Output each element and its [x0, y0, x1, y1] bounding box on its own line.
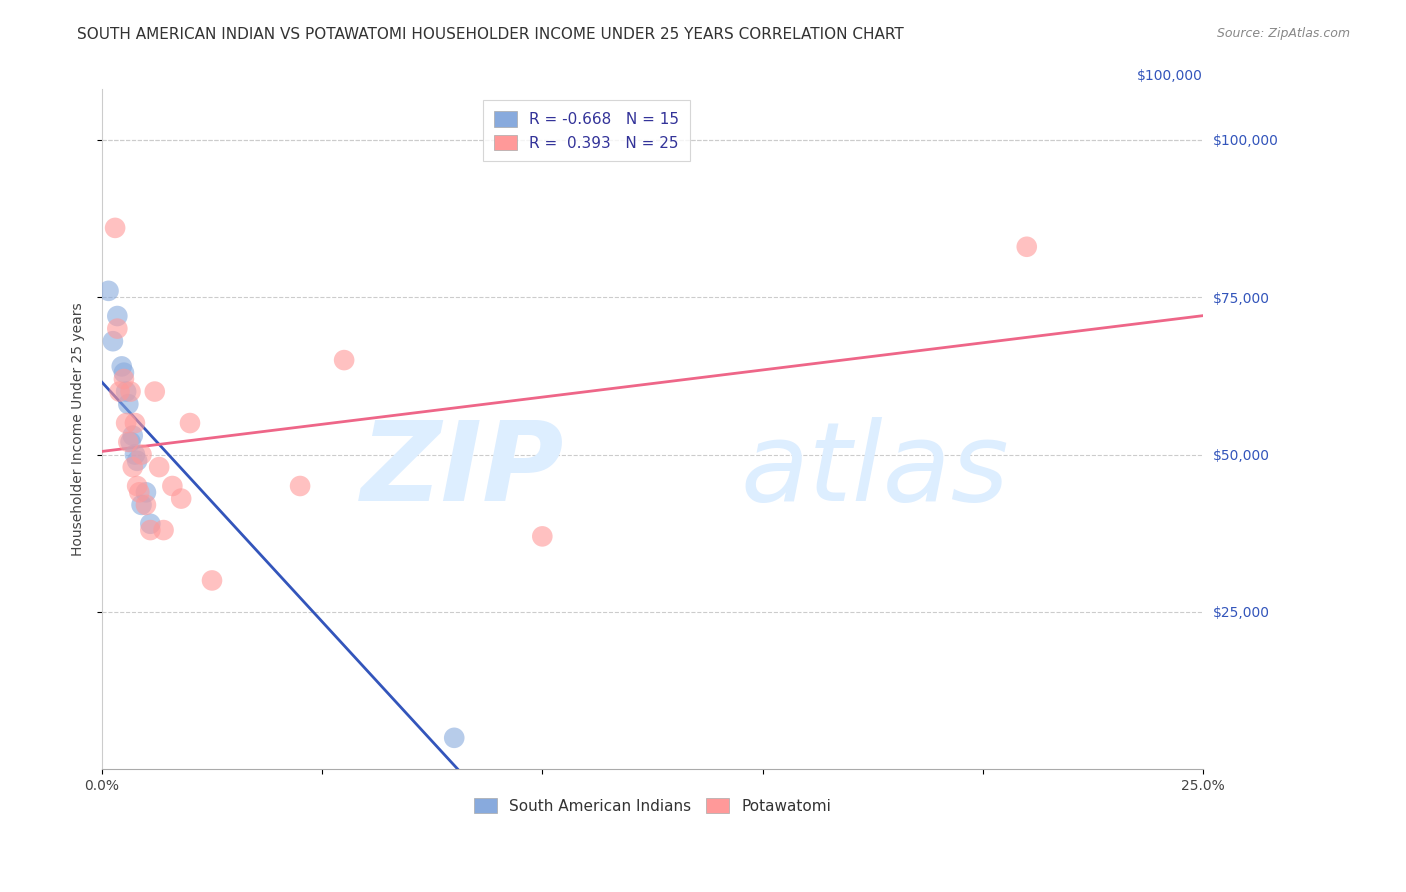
Point [117, 397, 139, 411]
Point [131, 498, 153, 512]
Point [105, 321, 128, 335]
Point [121, 428, 143, 442]
Point [179, 416, 201, 430]
Point [105, 309, 128, 323]
Point [104, 220, 127, 235]
Point [135, 485, 157, 500]
Point [112, 366, 135, 380]
Point [443, 731, 465, 745]
Point [148, 460, 170, 475]
Text: Source: ZipAtlas.com: Source: ZipAtlas.com [1216, 27, 1350, 40]
Point [128, 485, 150, 500]
Point [152, 523, 174, 537]
Text: ZIP: ZIP [361, 417, 564, 524]
Point [124, 416, 146, 430]
Point [333, 353, 356, 368]
Point [531, 529, 554, 543]
Point [112, 372, 135, 386]
Point [1015, 240, 1038, 254]
Point [117, 434, 139, 449]
Point [127, 454, 149, 468]
Point [127, 479, 149, 493]
Point [170, 491, 193, 506]
Text: atlas: atlas [741, 417, 1010, 524]
Point [120, 384, 142, 399]
Y-axis label: Householder Income Under 25 years: Householder Income Under 25 years [72, 302, 86, 556]
Point [115, 384, 138, 399]
Point [121, 460, 143, 475]
Point [120, 434, 142, 449]
Text: SOUTH AMERICAN INDIAN VS POTAWATOMI HOUSEHOLDER INCOME UNDER 25 YEARS CORRELATIO: SOUTH AMERICAN INDIAN VS POTAWATOMI HOUS… [77, 27, 904, 42]
Point [115, 416, 138, 430]
Point [162, 479, 184, 493]
Point [135, 498, 157, 512]
Point [97, 284, 120, 298]
Point [143, 384, 166, 399]
Point [101, 334, 124, 349]
Point [111, 359, 134, 374]
Point [108, 384, 131, 399]
Point [131, 448, 153, 462]
Point [124, 448, 146, 462]
Text: $100,000: $100,000 [1137, 69, 1204, 83]
Point [288, 479, 311, 493]
Point [139, 523, 162, 537]
Point [201, 574, 224, 588]
Legend: South American Indians, Potawatomi: South American Indians, Potawatomi [464, 789, 841, 822]
Point [139, 516, 162, 531]
